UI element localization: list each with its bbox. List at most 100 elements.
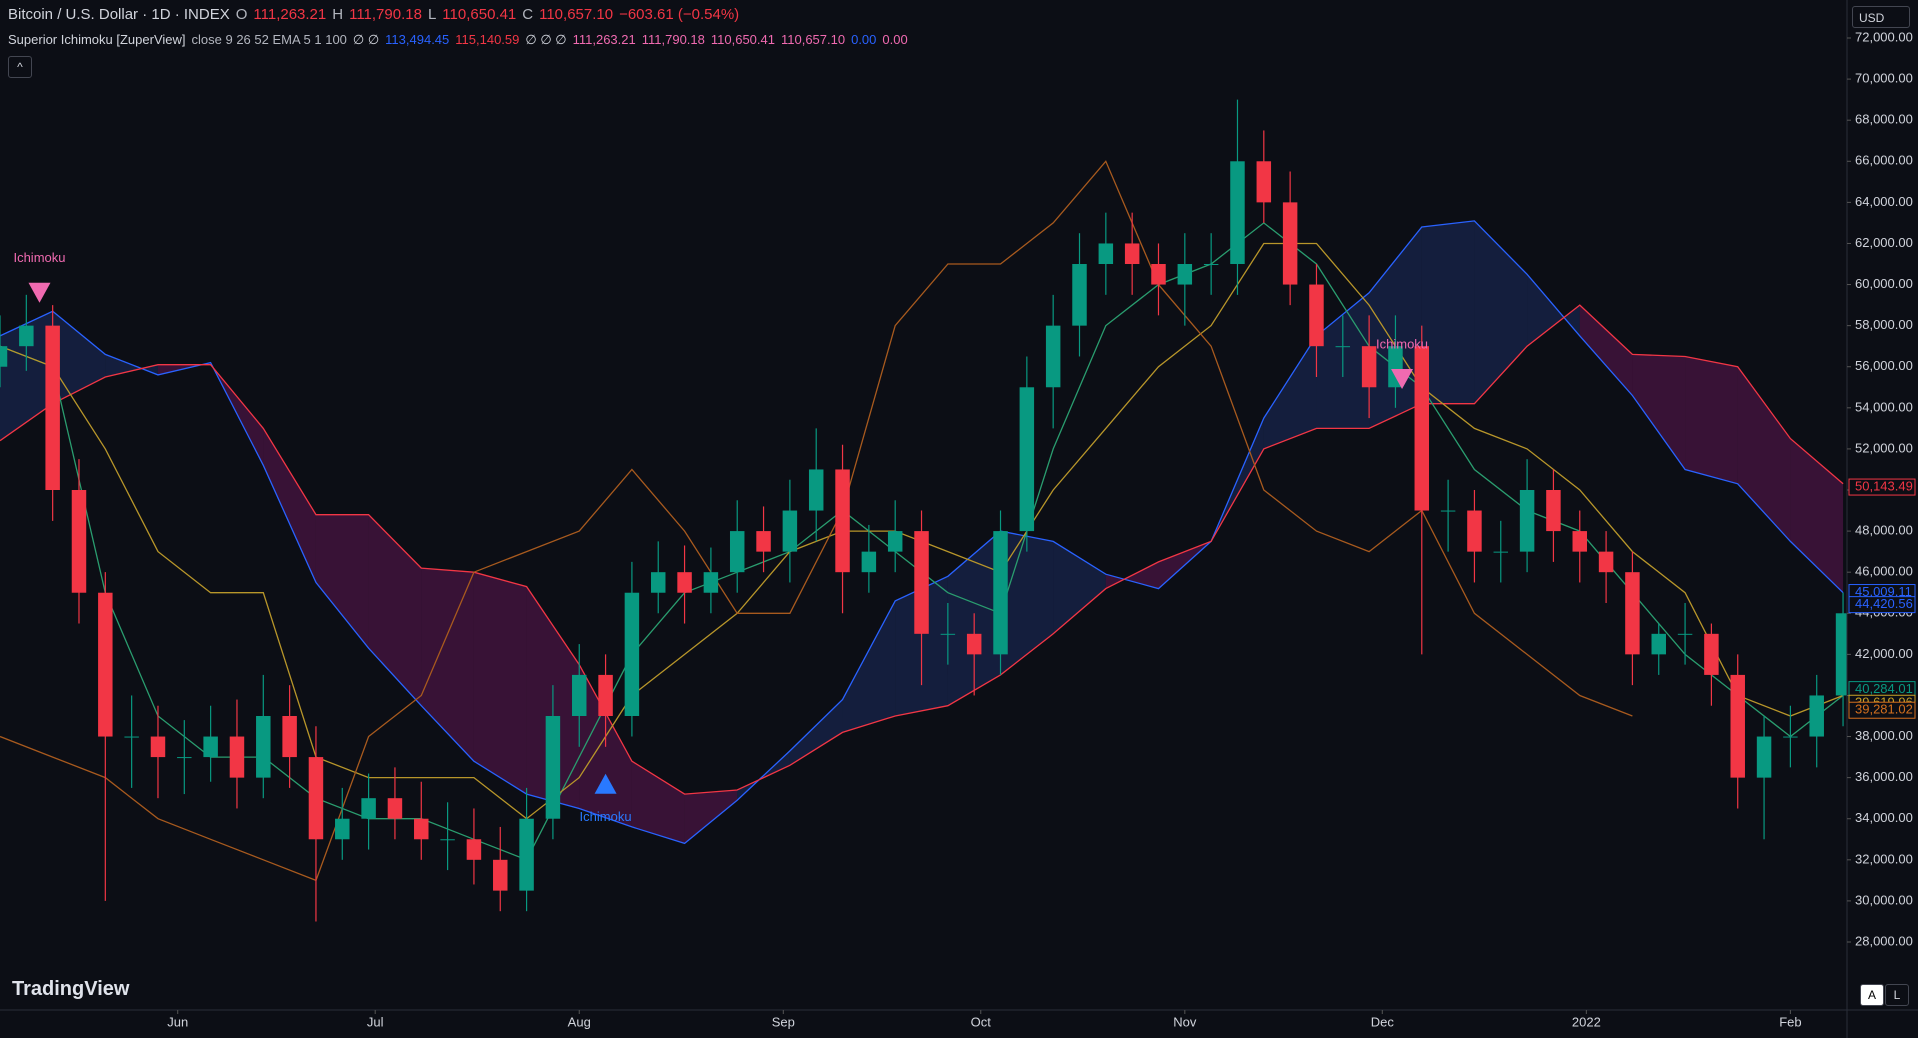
cloud-segment — [1685, 356, 1738, 484]
candle-body — [1335, 346, 1351, 348]
signal-label: Ichimoku — [1376, 336, 1428, 351]
price-tag-label: 50,143.49 — [1855, 478, 1913, 493]
candle-body — [1203, 264, 1219, 266]
y-tick-label: 60,000.00 — [1855, 276, 1913, 291]
y-tick-label: 52,000.00 — [1855, 440, 1913, 455]
cloud-segment — [421, 568, 474, 762]
y-tick-label: 48,000.00 — [1855, 523, 1913, 538]
candle-body — [1019, 387, 1035, 532]
candle-body — [229, 736, 245, 778]
c-label: C — [522, 6, 534, 23]
currency-select[interactable]: USD — [1852, 6, 1910, 28]
y-tick-label: 72,000.00 — [1855, 29, 1913, 44]
cloud-segment — [1579, 305, 1633, 396]
h-label: H — [332, 6, 344, 23]
plot: Ichimoku Ichimoku Ichimoku — [0, 99, 1847, 922]
candle-body — [1730, 674, 1745, 778]
candle-body — [440, 839, 455, 841]
candle-body — [203, 736, 218, 758]
o-value: 111,263.21 — [253, 6, 327, 23]
cloud-segment — [52, 311, 106, 404]
collapse-button[interactable]: ^ — [8, 56, 32, 78]
price-tag-label: 45,009.11 — [1855, 584, 1912, 599]
cloud-segment — [0, 311, 53, 441]
price-tag-label: 40,284.01 — [1855, 681, 1913, 696]
change: −603.61 (−0.54%) — [619, 6, 740, 23]
candle-body — [1467, 510, 1482, 552]
candle-body — [1783, 736, 1798, 738]
candle-body — [1072, 264, 1087, 326]
candle-body — [1098, 243, 1114, 265]
x-tick-label: Aug — [568, 1014, 591, 1029]
candle-body — [466, 839, 482, 860]
indicator-line — [0, 304, 1844, 795]
y-tick-label: 30,000.00 — [1855, 892, 1913, 907]
y-tick-label: 34,000.00 — [1855, 810, 1913, 825]
x-tick-label: Nov — [1173, 1014, 1197, 1029]
signal-label: Ichimoku — [580, 809, 632, 824]
x-tick-label: Sep — [772, 1014, 795, 1029]
candle-body — [1651, 633, 1666, 655]
cloud-segment — [1053, 541, 1106, 634]
signal-marker — [28, 282, 51, 303]
log-button[interactable]: L — [1885, 984, 1909, 1006]
cloud-segment — [263, 428, 316, 583]
y-tick-label: 46,000.00 — [1855, 564, 1913, 579]
cloud-segment — [1421, 220, 1475, 404]
cloud-segment — [684, 789, 738, 844]
candle-body — [493, 859, 508, 891]
candle-body — [756, 531, 771, 552]
candle-body — [1677, 633, 1693, 635]
indicator-line — [0, 160, 1633, 882]
indicator-value: 110,657.10 — [780, 32, 846, 47]
price-tag-label: 44,420.56 — [1855, 596, 1913, 611]
x-tick-label: Jul — [367, 1014, 384, 1029]
y-tick-label: 36,000.00 — [1855, 769, 1913, 784]
candle-body — [729, 531, 745, 573]
candle-body — [335, 818, 350, 840]
candle-body — [624, 592, 640, 716]
candle-body — [45, 325, 60, 491]
y-tick-label: 58,000.00 — [1855, 317, 1913, 332]
symbol-name[interactable]: Bitcoin / U.S. Dollar · 1D · INDEX — [8, 6, 230, 23]
candle-body — [1835, 613, 1847, 696]
cloud-segment — [1000, 531, 1054, 675]
cloud-segment — [368, 514, 422, 706]
candle-body — [177, 757, 192, 759]
cloud-segment — [315, 514, 369, 649]
indicator-value: 113,494.45 — [385, 32, 450, 47]
candle-body — [914, 531, 929, 634]
y-tick-label: 32,000.00 — [1855, 851, 1913, 866]
indicator-header: Superior Ichimoku [ZuperView] close 9 26… — [8, 32, 908, 48]
candle-body — [940, 633, 956, 635]
brand: TradingView — [12, 978, 130, 1000]
candle-body — [519, 818, 534, 891]
candle-body — [308, 757, 324, 840]
cloud-segment — [1527, 274, 1580, 347]
x-tick-label: Oct — [971, 1014, 992, 1029]
indicator-name[interactable]: Superior Ichimoku [ZuperView] — [8, 32, 186, 47]
auto-button[interactable]: A — [1860, 984, 1884, 1006]
signal-marker — [1391, 369, 1414, 390]
indicator-value: 0.00 — [851, 32, 877, 47]
candle-body — [1177, 264, 1193, 285]
y-tick-label: 54,000.00 — [1855, 399, 1913, 414]
y-tick-label: 38,000.00 — [1855, 728, 1913, 743]
signal-label: Ichimoku — [13, 250, 65, 265]
candle-body — [1361, 346, 1377, 388]
o-label: O — [235, 6, 248, 23]
cloud-segment — [1632, 354, 1686, 470]
indicator-value: 111,790.18 — [641, 32, 705, 47]
candle-body — [1598, 551, 1614, 573]
candle-body — [835, 469, 850, 573]
l-value: 110,650.41 — [442, 6, 517, 23]
candle-body — [387, 798, 403, 819]
candle-body — [1230, 161, 1245, 265]
candle-body — [782, 510, 798, 552]
indicator-value: 110,650.41 — [710, 32, 775, 47]
y-tick-label: 56,000.00 — [1855, 358, 1913, 373]
indicator-value: 115,140.59 — [455, 32, 520, 47]
candle-body — [1546, 490, 1561, 532]
